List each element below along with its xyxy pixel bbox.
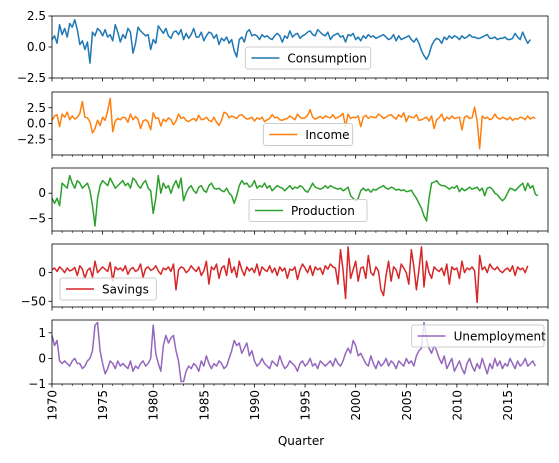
legend-income: Income <box>262 123 354 146</box>
y-tick-label: 0 <box>38 266 46 280</box>
y-tick-label: 0 <box>38 351 46 365</box>
panel-savings: −50 0 Savings <box>21 243 549 311</box>
y-tick-label: −5 <box>28 211 46 225</box>
series-line-unemployment <box>51 321 537 383</box>
legend-box <box>411 324 545 348</box>
series-line-production <box>51 174 539 227</box>
legend-label: Income <box>305 128 349 142</box>
y-tick-label: −1 <box>28 377 46 391</box>
y-tick-label: 0 <box>38 186 46 200</box>
y-tick-label: 2.5 <box>27 9 46 23</box>
y-tick-label: 2.5 <box>27 101 46 115</box>
legend-label: Savings <box>102 283 149 297</box>
y-tick-label: 0.0 <box>27 117 46 131</box>
legend-box <box>59 277 157 301</box>
panel-income: −2.50.0 2.5 Income <box>17 91 549 159</box>
y-tick-label: 0.0 <box>27 40 46 54</box>
legend-unemployment: Unemployment <box>411 324 547 348</box>
y-tick-label: 1 <box>38 326 46 340</box>
legend-label: Unemployment <box>454 330 547 344</box>
legend-production: Production <box>248 199 368 222</box>
legend-box <box>244 46 372 70</box>
y-tick-label: −50 <box>21 294 46 308</box>
legend-savings: Savings <box>59 277 157 301</box>
x-tick-label: 1970 <box>46 390 60 421</box>
panels: −2.50.02.5Consumption−2.50.02.5Income−50… <box>17 9 549 391</box>
panel-consumption: −2.5 0.0 2.5 Consumption <box>17 9 549 85</box>
x-tick-label: 1990 <box>248 390 262 421</box>
panel-unemployment: −1 0 1 Unemployment <box>28 319 549 391</box>
y-tick-label: −2.5 <box>17 71 46 85</box>
legend-consumption: Consumption <box>244 46 372 70</box>
panel-production: −5 0 Production <box>28 167 549 235</box>
x-axis-label: Quarter <box>278 434 324 448</box>
x-tick-label: 2015 <box>501 390 515 421</box>
x-axis: 1970 1975 1980 1985 1990 1995 2000 2005 2010 2015 <box>46 390 516 421</box>
series-line-savings <box>51 246 529 304</box>
legend-label: Production <box>291 204 355 218</box>
x-tick-label: 1985 <box>197 390 211 421</box>
axes-frame <box>51 319 549 385</box>
axes-frame <box>51 243 549 308</box>
legend-box <box>262 123 354 146</box>
axes-frame <box>51 167 549 232</box>
legend-label: Consumption <box>287 52 366 66</box>
series-line-consumption <box>51 18 531 64</box>
x-tick-label: 1975 <box>96 390 110 421</box>
x-tick-label: 1980 <box>147 390 161 421</box>
x-tick-label: 2000 <box>349 390 363 421</box>
x-tick-label: 1995 <box>299 390 313 421</box>
series-line-income <box>51 97 536 150</box>
x-tick-label: 2005 <box>400 390 414 421</box>
y-tick-label: −2.5 <box>17 132 46 146</box>
legend-box <box>248 199 368 222</box>
x-tick-label: 2010 <box>450 390 464 421</box>
